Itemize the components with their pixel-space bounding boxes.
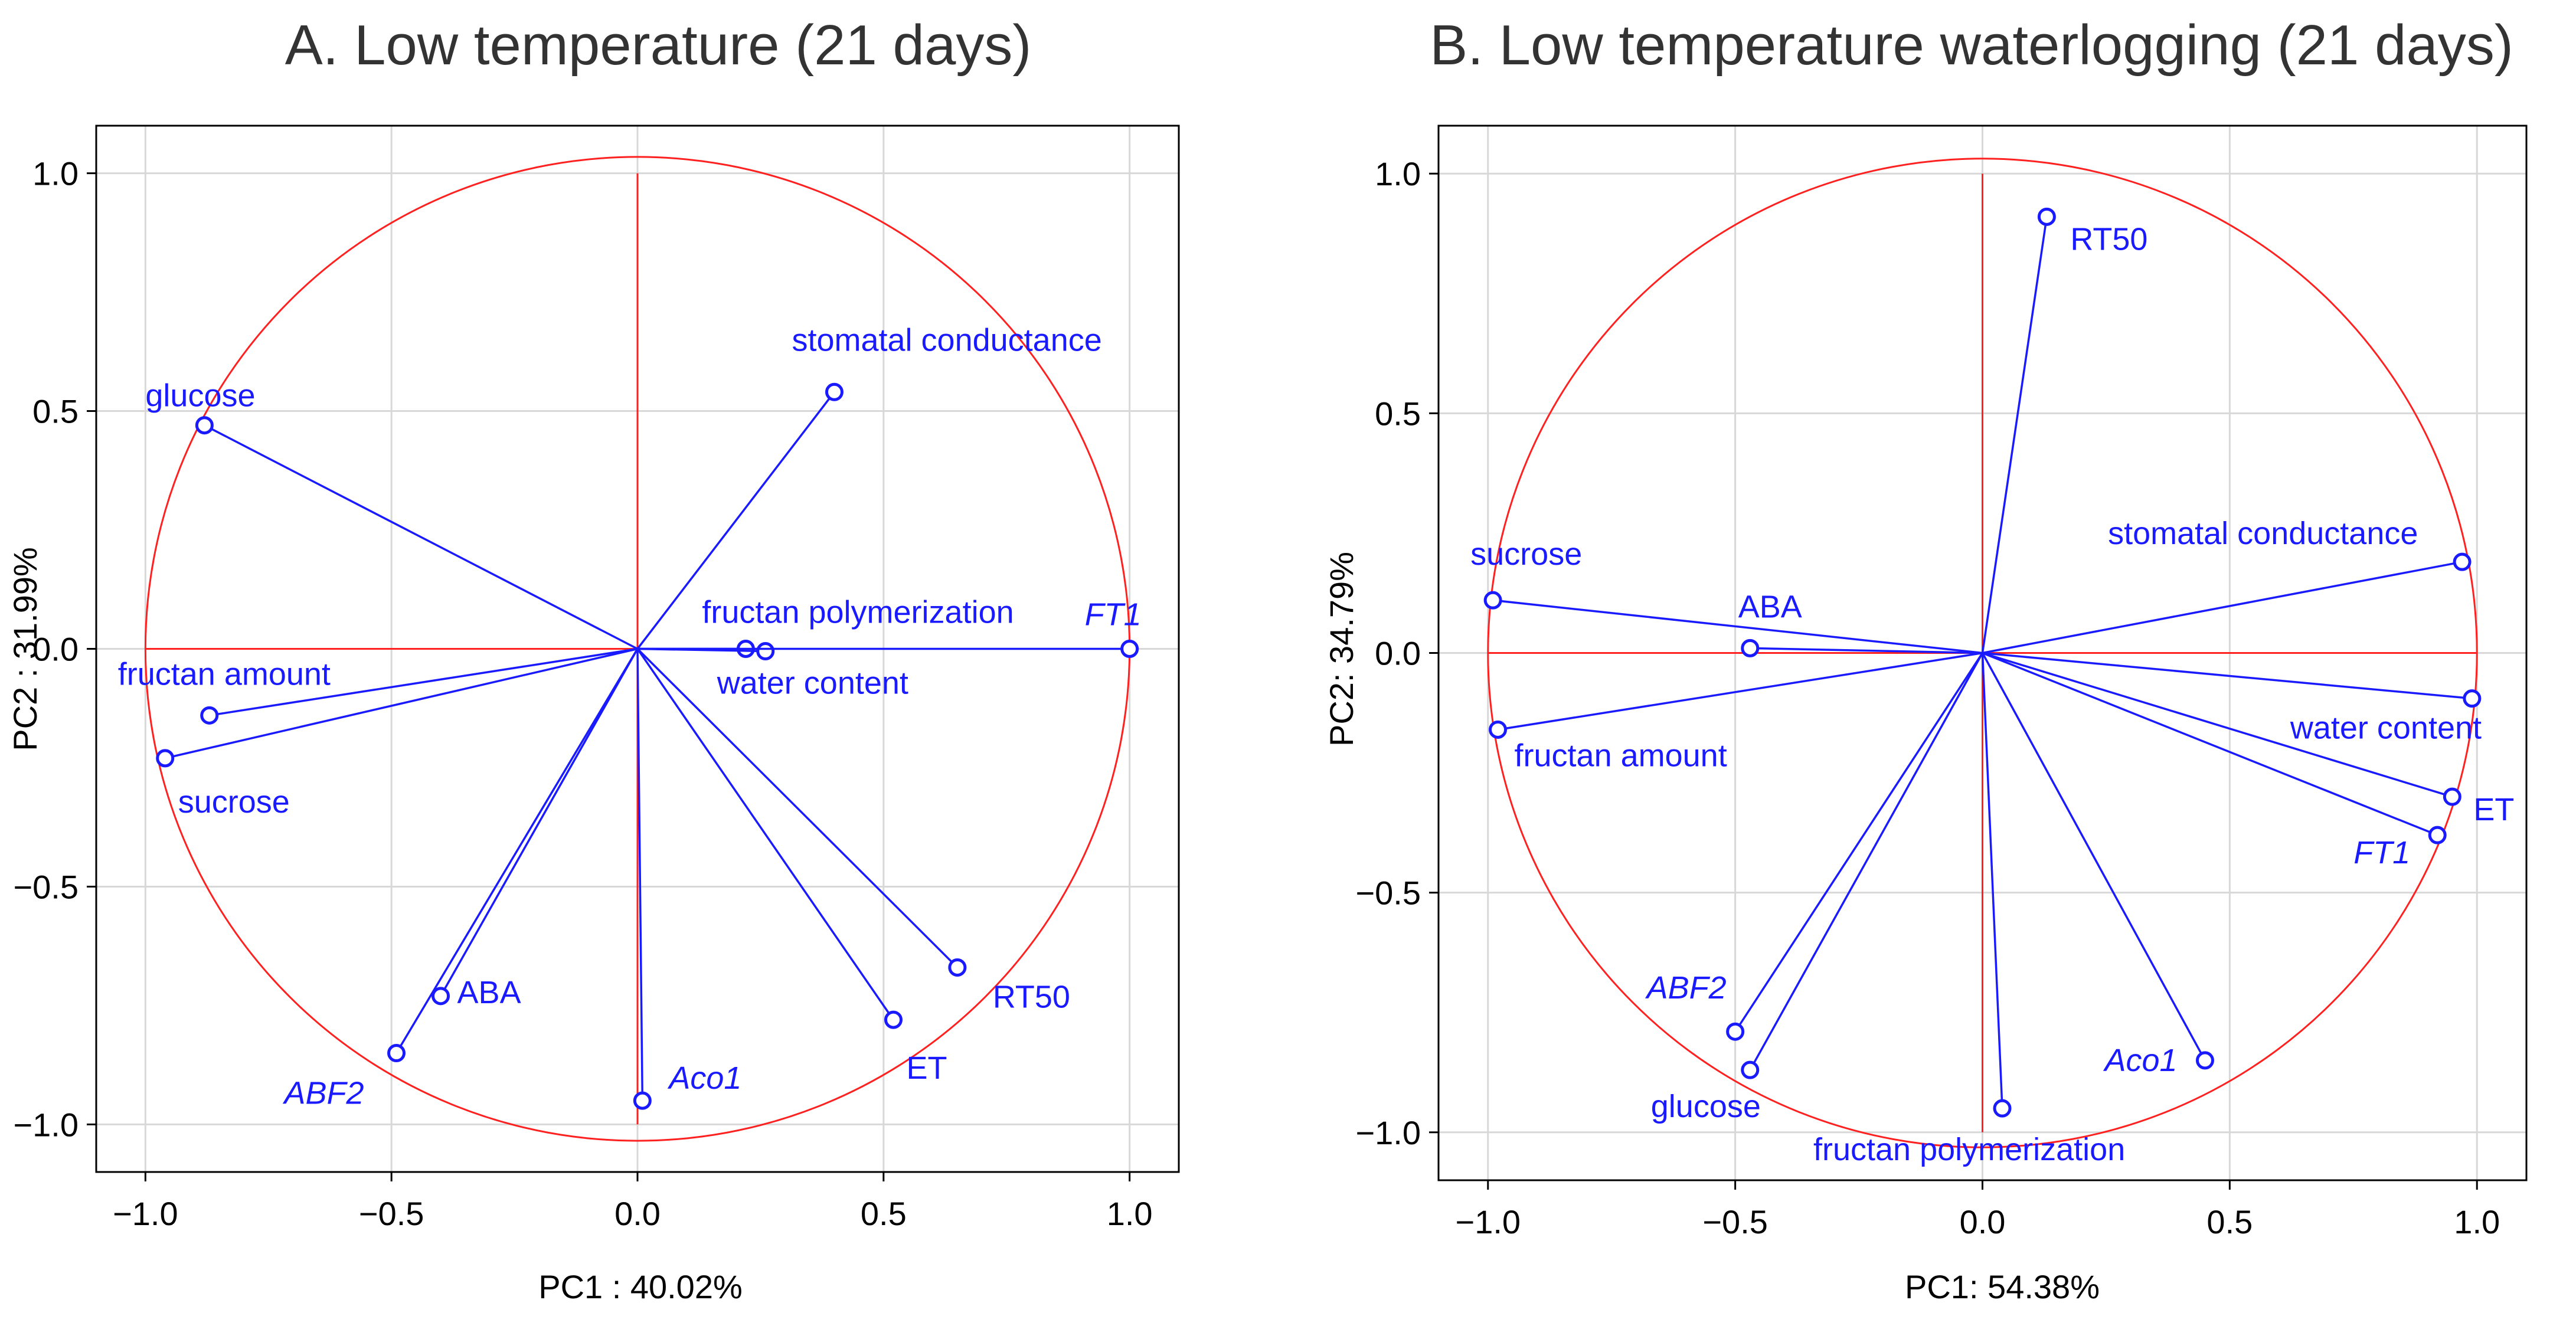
chart-a-point-fructan-amount [202,708,217,723]
chart-b-label-fructan-amount: fructan amount [1515,738,1727,773]
chart-b-y-tick-label: 0.0 [1375,635,1421,672]
chart-a-label-ft1: FT1 [1085,597,1142,633]
chart-b-y-tick-label: −0.5 [1355,875,1421,912]
chart-b-point-glucose [1743,1062,1758,1078]
chart-a-point-abf2 [389,1046,404,1061]
chart-b-label-aba: ABA [1738,589,1802,624]
chart-b-y-axis-title: PC2: 34.79% [1323,552,1360,747]
chart-b-vector-glucose [1750,653,1983,1070]
chart-a-label-aco1: Aco1 [667,1060,741,1096]
chart-b-point-abf2 [1728,1024,1743,1039]
chart-b-point-ft1 [2430,827,2445,843]
chart-a-label-stomatal-conductance: stomatal conductance [792,322,1101,358]
chart-a-point-sucrose [158,751,173,766]
chart-b-label-abf2: ABF2 [1645,970,1727,1006]
chart-a-x-tick-label: 0.0 [614,1195,661,1232]
chart-b-vector-fructan-amount [1498,653,1983,730]
chart-a-point-et [885,1012,901,1027]
chart-b-x-axis-title: PC1: 54.38% [1905,1268,2100,1305]
chart-b-plot-area: −1.0 −0.5 0.0 0.5 1.0 1.0 0.5 0.0 −0.5 −1.0 PC1: 5… [1323,126,2526,1305]
chart-a-point-ft1 [1122,641,1137,657]
chart-b-point-rt50 [2039,209,2054,224]
chart-b-label-stomatal-conductance: stomatal conductance [2108,516,2418,551]
chart-a-y-tick-label: −1.0 [13,1106,79,1143]
chart-b-point-aba [1743,640,1758,656]
chart-b-x-tick-label: 1.0 [2454,1203,2500,1240]
chart-b-point-sucrose [1485,592,1501,608]
chart-a-x-tick-label: 0.5 [861,1195,907,1232]
chart-b-vector-fructan-polymerization [1983,653,2003,1109]
chart-a-x-tick-label: 1.0 [1107,1195,1153,1232]
chart-b-x-tick-label: −1.0 [1455,1203,1521,1240]
chart-b-x-tick-label: 0.0 [1960,1203,2006,1240]
chart-b-vector-rt50 [1983,217,2047,653]
chart-a-point-stomatal-conductance [826,384,842,400]
chart-b-y-tick-label: 1.0 [1375,155,1421,192]
chart-b-label-ft1: FT1 [2353,835,2410,870]
chart-b-label-fructan-polymerization: fructan polymerization [1813,1132,2125,1167]
chart-a-x-tick-label: −0.5 [359,1195,424,1232]
chart-a-vector-et [638,649,893,1020]
chart-a-y-tick-label: 1.0 [32,155,79,192]
chart-a-vector-glucose [204,425,638,649]
chart-a-point-rt50 [950,960,965,975]
chart-a-label-fructan-amount: fructan amount [118,656,331,692]
chart-b-y-tick-label: −1.0 [1355,1114,1421,1151]
chart-a-label-rt50: RT50 [993,979,1070,1014]
chart-b-x-tick-label: −0.5 [1702,1203,1768,1240]
chart-b-label-et: ET [2473,792,2514,827]
chart-b-point-et [2444,789,2460,804]
chart-b-label-aco1: Aco1 [2103,1043,2177,1078]
chart-b-point-fructan-polymerization [1995,1101,2010,1116]
chart-a-point-glucose [197,418,212,433]
chart-b-vector-stomatal-conductance [1983,562,2463,653]
chart-a-y-axis-title: PC2 : 31.99% [6,547,44,751]
chart-b-point-water-content [2464,691,2480,706]
chart-a-vector-aba [441,649,638,996]
chart-a-plot-area: −1.0−0.50.00.51.01.00.50.0−0.5−1.0PC1 : … [6,126,1179,1305]
chart-b-vector-aco1 [1983,653,2205,1060]
chart-a-label-et: ET [906,1050,947,1086]
chart-b-point-aco1 [2197,1053,2212,1068]
chart-a-y-tick-label: 0.5 [32,393,79,430]
chart-a-label-aba: ABA [457,975,521,1010]
chart-b-point-stomatal-conductance [2454,554,2470,569]
chart-b-label-glucose: glucose [1651,1089,1761,1124]
chart-a-point-aba [433,988,449,1004]
chart-b-label-water-content: water content [2290,711,2482,746]
chart-a-point-water-content [758,644,773,659]
chart-b-label-sucrose: sucrose [1470,536,1582,572]
chart-a-y-tick-label: −0.5 [13,868,79,905]
chart-a-label-sucrose: sucrose [178,784,290,820]
chart-a-x-axis-title: PC1 : 40.02% [538,1268,743,1305]
chart-b-vector-abf2 [1735,653,1983,1032]
chart-a-point-aco1 [635,1093,650,1108]
pca-loading-plots: −1.0 −0.5 0.0 0.5 1.0 1.0 0.5 0.0 −0.5 −1.0 PC1 : … [0,0,2576,1326]
chart-b-point-fructan-amount [1490,722,1506,737]
chart-a-label-fructan-polymerization: fructan polymerization [702,595,1014,630]
chart-b-x-tick-label: 0.5 [2206,1203,2253,1240]
chart-a-label-abf2: ABF2 [283,1076,364,1111]
chart-b-label-rt50: RT50 [2070,221,2147,257]
chart-a-label-water-content: water content [717,666,908,701]
chart-b-y-tick-label: 0.5 [1375,395,1421,432]
chart-a-x-tick-label: −1.0 [113,1195,178,1232]
chart-a-label-glucose: glucose [145,378,255,414]
